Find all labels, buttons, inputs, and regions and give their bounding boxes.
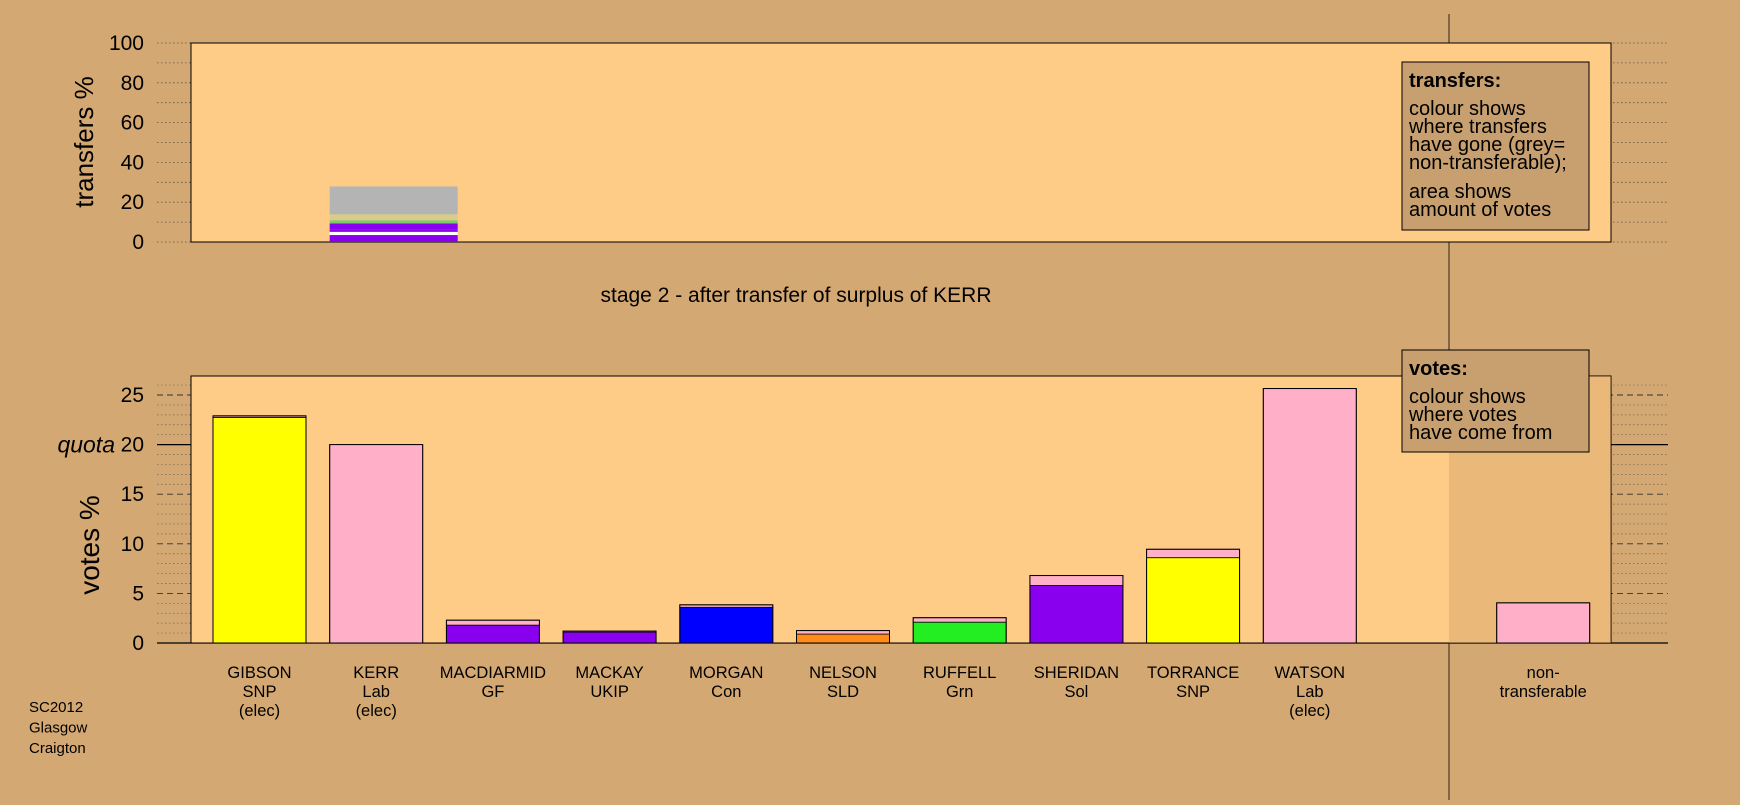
- text-layer: 0 20 40 60 80 100 0 5 10 15 20 25 quota transfers % vo…: [29, 32, 1587, 757]
- category-name-label: non-: [1527, 664, 1560, 682]
- category-note-label: (elec): [356, 702, 397, 720]
- transfers-tick-label: 0: [132, 231, 144, 254]
- votes-tick-label: 5: [132, 582, 144, 605]
- vote-bar-outline: [212, 415, 307, 644]
- category-name-label: MACKAY: [575, 664, 643, 682]
- transfer-segment-nelson: [329, 229, 458, 232]
- transfers-tick-label: 60: [121, 112, 144, 135]
- vote-bar-segment: [1496, 602, 1591, 644]
- vote-bar-outline: [1146, 548, 1241, 644]
- transfers-axis-title: transfers %: [69, 76, 99, 208]
- vote-bar-segment: [445, 624, 540, 644]
- category-name-label: RUFFELL: [923, 664, 996, 682]
- vote-bar-segment: [1146, 548, 1240, 559]
- category-note-label: (elec): [239, 702, 280, 720]
- vote-bar-outline: [1029, 575, 1124, 644]
- transfer-segment-non-transferable: [329, 186, 458, 215]
- panel-layer: [190, 42, 1612, 644]
- vote-bar-segment: [796, 633, 890, 644]
- votes-legend-box: [1401, 349, 1590, 453]
- vote-bar-outline: [329, 444, 424, 644]
- vote-bar-segment: [679, 606, 774, 644]
- vote-bar-outline: [1496, 602, 1591, 644]
- transfer-segment-sheridan: [329, 223, 458, 230]
- transfers-legend-line: area shows: [1409, 181, 1511, 203]
- votes-axis-title: votes %: [74, 495, 105, 595]
- transfers-tick-label: 40: [121, 151, 144, 174]
- category-name-label: MACDIARMID: [440, 664, 546, 682]
- transfer-segment-macdiarmid: [329, 235, 458, 242]
- vote-bar-segment: [445, 619, 540, 626]
- votes-legend-line: where votes: [1408, 404, 1517, 426]
- vote-bar-segment: [1262, 388, 1357, 644]
- transfers-legend-box: [1401, 61, 1590, 231]
- vote-bar-segment: [1146, 557, 1240, 644]
- category-name-label: WATSON: [1275, 664, 1346, 682]
- votes-tick-label: 10: [121, 533, 144, 556]
- category-note-label: (elec): [1289, 702, 1330, 720]
- vote-bar-segment: [912, 617, 1007, 623]
- marks-layer: [212, 186, 1591, 644]
- vote-bar-outline: [796, 630, 890, 644]
- category-party-label: Sol: [1064, 683, 1088, 701]
- category-party-label: Grn: [946, 683, 974, 701]
- category-party-label: GF: [481, 683, 504, 701]
- footer-line: Glasgow: [29, 720, 88, 737]
- category-party-label: Lab: [1296, 683, 1324, 701]
- votes-tick-label: 20: [121, 434, 144, 457]
- category-party-label: SNP: [1176, 683, 1210, 701]
- transfers-tick-label: 20: [121, 191, 144, 214]
- transfer-segment-ruffell: [329, 220, 458, 224]
- transfers-legend-line: amount of votes: [1409, 199, 1551, 221]
- stage-title: stage 2 - after transfer of surplus of K…: [600, 284, 991, 307]
- transfer-segment-mackay: [329, 231, 458, 236]
- transfers-tick-label: 80: [121, 72, 144, 95]
- votes-tick-label: 15: [121, 483, 144, 506]
- footer-line: Craigton: [29, 740, 86, 757]
- transfers-legend-line: have gone (grey=: [1409, 134, 1565, 156]
- category-party-label: SNP: [243, 683, 277, 701]
- transfers-legend-line: non-transferable);: [1409, 152, 1567, 174]
- votes-tick-label: 0: [132, 632, 144, 655]
- transfer-segment-torrance: [329, 214, 458, 221]
- vote-bar-segment: [796, 630, 890, 635]
- vote-bar-outline: [679, 604, 774, 644]
- transfers-legend-line: colour shows: [1409, 98, 1526, 120]
- vote-bar-outline: [562, 630, 657, 644]
- vote-bar-outline: [912, 617, 1007, 644]
- vote-bar-segment: [912, 621, 1007, 644]
- quota-label: quota: [57, 432, 115, 458]
- category-party-label: Con: [711, 683, 741, 701]
- vote-bar-outline: [445, 619, 540, 644]
- votes-legend-line: have come from: [1409, 422, 1552, 444]
- vote-bar-segment: [562, 631, 657, 644]
- category-name-label: MORGAN: [689, 664, 763, 682]
- category-party-label: SLD: [827, 683, 859, 701]
- vote-bar-segment: [329, 444, 424, 644]
- votes-legend-line: colour shows: [1409, 386, 1526, 408]
- vote-bar-segment: [212, 416, 307, 644]
- footer-line: SC2012: [29, 699, 83, 716]
- votes-legend-title: votes:: [1409, 358, 1468, 380]
- transfers-legend-title: transfers:: [1409, 70, 1501, 92]
- category-party-label: Lab: [362, 683, 390, 701]
- category-party-label: transferable: [1500, 683, 1587, 701]
- votes-panel-background: [190, 375, 1612, 644]
- category-name-label: SHERIDAN: [1034, 664, 1119, 682]
- category-name-label: NELSON: [809, 664, 877, 682]
- transfers-tick-label: 100: [109, 32, 144, 55]
- category-name-label: GIBSON: [227, 664, 291, 682]
- votes-tick-label: 25: [121, 384, 144, 407]
- transfers-legend-line: where transfers: [1408, 116, 1547, 138]
- vote-bar-segment: [1029, 585, 1124, 644]
- category-party-label: UKIP: [590, 683, 629, 701]
- vote-bar-segment: [1029, 575, 1124, 586]
- category-name-label: KERR: [353, 664, 399, 682]
- vote-bar-outline: [1262, 388, 1357, 644]
- category-name-label: TORRANCE: [1147, 664, 1239, 682]
